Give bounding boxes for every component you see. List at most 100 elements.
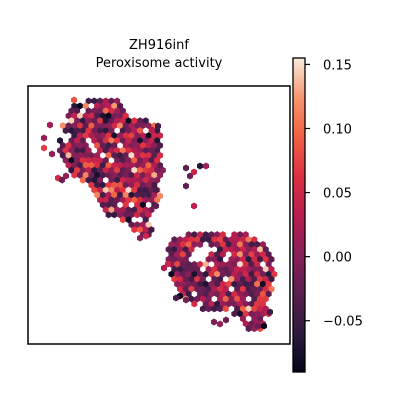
spot: [114, 137, 121, 144]
spot: [231, 280, 238, 288]
spot: [197, 162, 203, 170]
spot: [225, 300, 232, 308]
spot: [161, 264, 167, 272]
spot: [139, 201, 146, 209]
spot: [88, 122, 95, 130]
spot: [114, 186, 121, 194]
spot: [177, 285, 184, 293]
spot: [222, 285, 229, 293]
spot: [85, 176, 92, 184]
spot: [205, 305, 212, 313]
spot: [237, 280, 244, 288]
spot: [234, 275, 241, 283]
spot: [199, 236, 206, 243]
spot: [97, 97, 103, 105]
spot: [88, 161, 95, 169]
spot: [251, 285, 258, 293]
spot: [97, 166, 103, 174]
spot: [265, 280, 272, 288]
spot: [179, 280, 186, 288]
spot: [237, 260, 244, 268]
spot: [202, 280, 209, 288]
spot: [222, 305, 229, 313]
spot: [111, 132, 118, 140]
spot: [185, 260, 192, 268]
spot: [205, 285, 212, 293]
spot: [134, 191, 141, 199]
spot: [97, 137, 103, 144]
spot: [105, 211, 112, 219]
spot: [139, 161, 146, 169]
spot: [139, 211, 146, 219]
spot: [108, 127, 115, 135]
spot: [128, 211, 135, 219]
spot: [117, 211, 124, 219]
spot: [111, 181, 118, 189]
spot: [237, 290, 244, 298]
spot: [239, 265, 246, 273]
spot: [188, 265, 195, 273]
spot: [242, 241, 249, 248]
spot: [217, 246, 224, 253]
spot: [237, 310, 244, 318]
spot: [139, 151, 146, 159]
spot: [217, 295, 224, 303]
spot: [194, 285, 201, 293]
spot: [94, 151, 101, 159]
spot: [254, 250, 261, 258]
spot: [128, 221, 135, 229]
spot: [187, 172, 193, 180]
spot: [242, 300, 249, 308]
spot: [131, 226, 138, 234]
spot: [97, 107, 103, 115]
spot: [171, 255, 178, 263]
spot: [259, 310, 266, 318]
spot: [148, 166, 155, 174]
spot: [74, 156, 81, 164]
spot: [185, 270, 192, 278]
spot: [153, 202, 159, 210]
spot: [171, 265, 178, 273]
spot: [248, 320, 255, 328]
spot: [185, 290, 192, 298]
spot: [185, 280, 192, 288]
spot: [139, 181, 146, 189]
spot: [223, 316, 229, 324]
spot: [59, 122, 66, 130]
spot: [49, 150, 55, 158]
spot: [97, 156, 103, 164]
spot: [208, 231, 215, 239]
spot: [142, 186, 149, 194]
spot: [211, 305, 218, 313]
spot: [217, 285, 224, 293]
spot: [222, 265, 229, 273]
spot: [68, 147, 75, 154]
spot: [108, 176, 115, 184]
spot: [148, 186, 155, 194]
spot: [85, 147, 92, 154]
spot: [137, 206, 144, 214]
spot: [234, 295, 241, 303]
spot: [65, 142, 72, 149]
chart-subtitle: Peroxisome activity: [95, 56, 223, 71]
spot: [251, 295, 258, 303]
spot: [219, 241, 226, 248]
spot: [239, 285, 246, 293]
spot: [91, 166, 98, 174]
spot: [245, 275, 252, 283]
spot: [145, 151, 152, 159]
spot: [137, 147, 144, 154]
spot: [174, 250, 181, 258]
spot: [105, 171, 112, 179]
spot: [194, 265, 201, 273]
spot: [88, 132, 95, 140]
plot-frame: [27, 85, 291, 345]
spot: [205, 295, 212, 303]
spot: [137, 127, 144, 135]
spot: [137, 234, 143, 242]
spot: [145, 161, 152, 169]
spot: [237, 300, 244, 308]
spot: [119, 127, 126, 135]
spot: [202, 231, 209, 239]
spot: [231, 290, 238, 298]
